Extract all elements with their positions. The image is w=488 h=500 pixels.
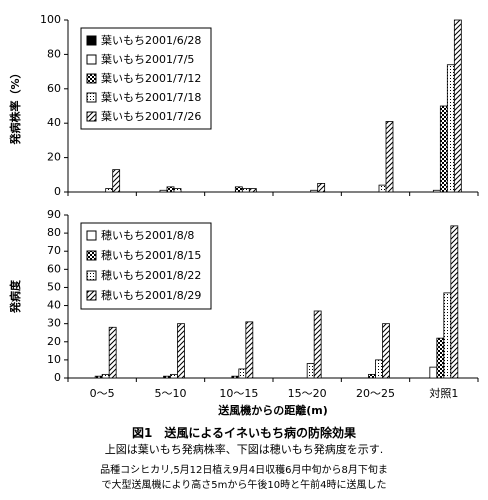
bar xyxy=(310,189,319,193)
bar xyxy=(317,182,326,193)
legend-box xyxy=(80,222,212,310)
y-tick-label: 90 xyxy=(47,208,61,221)
legend-label: 穂いもち2001/8/15 xyxy=(101,248,201,262)
bar xyxy=(450,225,459,379)
y-tick-label: 20 xyxy=(47,335,61,348)
bar xyxy=(368,373,376,379)
bar xyxy=(306,363,315,379)
bar xyxy=(378,184,387,193)
legend-swatch xyxy=(86,111,97,122)
legend-swatch xyxy=(86,230,97,241)
bar xyxy=(159,189,168,193)
y-tick-label: 30 xyxy=(47,317,61,330)
x-tick-label: 10〜15 xyxy=(219,387,258,400)
bar xyxy=(101,373,110,379)
legend-label: 葉いもち2001/6/28 xyxy=(101,33,201,47)
x-tick-label: 0〜5 xyxy=(90,387,115,400)
y-tick-label: 60 xyxy=(47,82,61,95)
bar xyxy=(238,368,247,379)
bar xyxy=(177,323,185,379)
bar xyxy=(382,323,390,379)
y-tick-label: 60 xyxy=(47,262,61,275)
y-tick-label: 40 xyxy=(47,299,61,312)
y-tick-label: 80 xyxy=(47,226,61,239)
legend-swatch xyxy=(86,73,97,84)
legend-swatch xyxy=(86,92,97,103)
bar xyxy=(439,105,448,193)
caption: 図1 送風によるイネいもち病の防除効果 上図は葉いもち発病株率、下図は穂いもち発… xyxy=(0,424,488,491)
bar xyxy=(170,373,178,379)
legend-swatch xyxy=(86,35,97,46)
bar xyxy=(234,186,243,193)
bar xyxy=(446,64,455,193)
x-axis-label: 送風機からの距離(m) xyxy=(217,403,328,417)
bar xyxy=(241,188,250,193)
chart: 020406080100発病株率（%）葉いもち2001/6/28葉いもち2001… xyxy=(8,13,479,417)
caption-title: 図1 送風によるイネいもち病の防除効果 xyxy=(132,426,356,440)
legend-label: 穂いもち2001/8/29 xyxy=(101,288,201,302)
bar xyxy=(385,121,394,193)
y-axis-label: 発病度 xyxy=(8,279,22,314)
y-tick-label: 10 xyxy=(47,353,61,366)
y-axis-label: 発病株率（%） xyxy=(8,67,22,145)
bar xyxy=(112,169,121,193)
y-tick-label: 70 xyxy=(47,244,61,257)
bar xyxy=(105,188,114,193)
bar xyxy=(245,321,254,379)
y-tick-label: 50 xyxy=(47,280,61,293)
bar xyxy=(248,188,257,193)
legend-swatch xyxy=(86,250,97,261)
caption-line: 品種コシヒカリ,5月12日植え9月4日収穫6月中旬から8月下旬ま xyxy=(100,465,388,476)
bar xyxy=(432,189,441,193)
bar xyxy=(173,188,182,193)
y-tick-label: 40 xyxy=(47,116,61,129)
legend-swatch xyxy=(86,54,97,65)
bar xyxy=(108,326,117,379)
bar xyxy=(453,19,462,193)
y-tick-label: 0 xyxy=(54,371,61,384)
x-tick-label: 対照1 xyxy=(429,386,458,400)
legend-swatch xyxy=(86,270,97,281)
caption-line: で大型送風機により高さ5mから午後10時と午前4時に送風した xyxy=(101,480,387,491)
x-tick-label: 5〜10 xyxy=(155,387,187,400)
bar xyxy=(313,310,322,379)
y-tick-label: 80 xyxy=(47,47,61,60)
x-tick-label: 15〜20 xyxy=(288,387,327,400)
legend-box xyxy=(80,27,212,130)
legend-swatch xyxy=(86,290,97,301)
legend-label: 葉いもち2001/7/5 xyxy=(101,52,194,66)
legend-label: 葉いもち2001/7/12 xyxy=(101,71,201,85)
bar xyxy=(436,337,445,379)
y-tick-label: 100 xyxy=(40,13,61,26)
bar xyxy=(231,375,240,379)
legend-label: 穂いもち2001/8/8 xyxy=(101,228,194,242)
legend-label: 葉いもち2001/7/18 xyxy=(101,90,201,104)
bar xyxy=(94,375,103,379)
caption-line: 上図は葉いもち発病株率、下図は穂いもち発病度を示す. xyxy=(104,443,384,456)
legend-label: 葉いもち2001/7/26 xyxy=(101,109,201,123)
bar xyxy=(166,186,175,193)
legend-label: 穂いもち2001/8/22 xyxy=(101,268,201,282)
y-tick-label: 0 xyxy=(54,185,61,198)
bar xyxy=(429,366,438,379)
y-tick-label: 20 xyxy=(47,151,61,164)
bar xyxy=(163,375,171,379)
x-tick-label: 20〜25 xyxy=(356,387,395,400)
bar xyxy=(375,359,383,379)
bar xyxy=(443,292,452,379)
